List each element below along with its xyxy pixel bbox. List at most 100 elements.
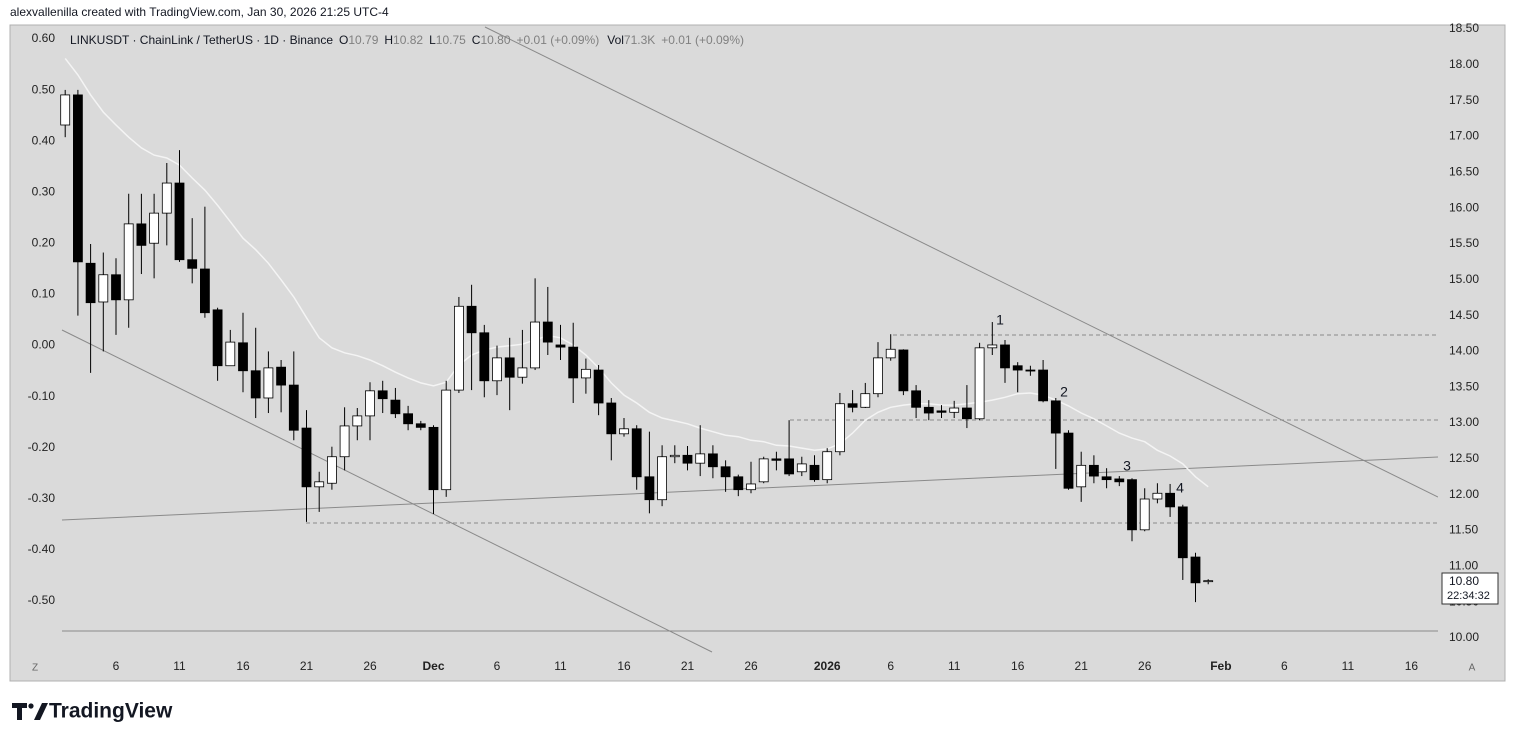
y2-tick-label: 0.30 bbox=[32, 184, 56, 198]
moving-average bbox=[64, 57, 1209, 488]
candle-body bbox=[873, 357, 883, 395]
candle-body bbox=[111, 274, 121, 301]
candle-body bbox=[682, 454, 693, 464]
candle-body bbox=[314, 481, 325, 488]
y2-tick-label: 0.20 bbox=[32, 236, 56, 250]
candle-body bbox=[225, 341, 236, 367]
candle-body bbox=[1076, 464, 1087, 488]
candle-body bbox=[1177, 506, 1188, 559]
volume: 71.3K bbox=[624, 33, 655, 47]
candle-body bbox=[708, 453, 718, 468]
y2-tick-label: 0.00 bbox=[32, 338, 56, 352]
ohlc-key: L bbox=[429, 33, 436, 47]
logo-icon bbox=[12, 703, 48, 720]
scale-button[interactable]: Z bbox=[32, 663, 38, 674]
x-tick-label: 6 bbox=[887, 659, 894, 673]
candle-body bbox=[60, 94, 71, 126]
candle-body bbox=[301, 427, 312, 488]
y-tick-label: 10.00 bbox=[1449, 630, 1479, 644]
candle-body bbox=[479, 332, 490, 382]
candle-body bbox=[885, 348, 896, 359]
candle-body bbox=[758, 458, 769, 483]
candle-body bbox=[949, 407, 960, 413]
trend-line bbox=[61, 329, 713, 653]
symbol-legend: LINKUSDT · ChainLink / TetherUS · 1D · B… bbox=[70, 33, 744, 47]
change: +0.01 (+0.09%) bbox=[517, 33, 600, 47]
candle-body bbox=[847, 403, 858, 408]
candle-body bbox=[974, 347, 985, 420]
candle-body bbox=[504, 357, 515, 378]
candle-body bbox=[1050, 400, 1061, 434]
candle-body bbox=[619, 428, 629, 435]
y-tick-label: 14.50 bbox=[1449, 308, 1479, 322]
candle-body bbox=[898, 349, 909, 392]
candle-body bbox=[365, 390, 375, 417]
y-tick-label: 18.00 bbox=[1449, 57, 1479, 71]
y2-tick-label: -0.10 bbox=[28, 389, 56, 403]
candle-body bbox=[1165, 492, 1175, 508]
y2-tick-label: -0.20 bbox=[28, 440, 56, 454]
symbol: LINKUSDT · ChainLink / TetherUS · 1D · B… bbox=[70, 33, 333, 47]
candle-body bbox=[669, 454, 680, 458]
y-tick-label: 13.50 bbox=[1449, 379, 1479, 393]
ohlc-key: H bbox=[384, 33, 393, 47]
candle-body bbox=[288, 384, 299, 431]
candle-body bbox=[1203, 580, 1214, 583]
candle-body bbox=[631, 428, 642, 478]
candle-body bbox=[276, 366, 287, 386]
x-tick-label: 6 bbox=[113, 659, 120, 673]
candle-body bbox=[441, 389, 452, 491]
scale-button[interactable]: A bbox=[1469, 663, 1476, 674]
wave-label: 3 bbox=[1123, 458, 1131, 474]
candle-body bbox=[73, 94, 83, 263]
y2-tick-label: 0.60 bbox=[32, 31, 56, 45]
x-tick-label: 16 bbox=[236, 659, 250, 673]
y-tick-label: 12.50 bbox=[1449, 451, 1479, 465]
candle-body bbox=[911, 390, 921, 408]
y2-tick-label: 0.10 bbox=[32, 287, 56, 301]
candle-body bbox=[123, 223, 134, 301]
candle-body bbox=[771, 458, 782, 461]
last-price: 10.80 bbox=[1449, 574, 1479, 588]
candle-body bbox=[1025, 369, 1036, 372]
y-tick-label: 12.00 bbox=[1449, 487, 1479, 501]
ohlc-key: O bbox=[339, 33, 348, 47]
candle-body bbox=[746, 483, 756, 491]
candle-body bbox=[415, 423, 426, 428]
candle-body bbox=[98, 274, 109, 303]
price-label: 10.80 22:34:32 bbox=[1441, 572, 1499, 605]
candle-body bbox=[339, 425, 350, 458]
y-tick-label: 13.00 bbox=[1449, 415, 1479, 429]
candle-body bbox=[1063, 432, 1074, 489]
candle-body bbox=[1139, 498, 1150, 531]
chart-pane bbox=[9, 24, 1506, 682]
candle-body bbox=[936, 410, 947, 413]
y-tick-label: 11.00 bbox=[1449, 559, 1478, 573]
logo-dot bbox=[28, 703, 34, 709]
candle-body bbox=[987, 344, 998, 349]
x-tick-label: 16 bbox=[1011, 659, 1025, 673]
candle-body bbox=[733, 476, 744, 491]
wave-label: 1 bbox=[996, 312, 1004, 328]
candle-body bbox=[657, 456, 667, 501]
candle-body bbox=[568, 346, 579, 379]
y2-tick-label: -0.30 bbox=[28, 491, 56, 505]
y-tick-label: 18.50 bbox=[1449, 21, 1479, 35]
candle-body bbox=[85, 262, 96, 304]
x-tick-label: 21 bbox=[1075, 659, 1089, 673]
y-tick-label: 15.00 bbox=[1449, 272, 1479, 286]
candle-body bbox=[720, 466, 731, 478]
candle-body bbox=[187, 259, 198, 269]
candle-body bbox=[263, 367, 274, 399]
y-tick-label: 16.50 bbox=[1449, 164, 1479, 178]
candle-body bbox=[835, 403, 845, 453]
x-tick-label: 6 bbox=[1281, 659, 1288, 673]
volume-change: +0.01 (+0.09%) bbox=[661, 33, 744, 47]
ohlc-value: 10.79 bbox=[348, 33, 378, 47]
candle-body bbox=[1127, 479, 1137, 531]
y2-tick-label: -0.40 bbox=[28, 542, 56, 556]
countdown: 22:34:32 bbox=[1447, 590, 1490, 602]
candle-body bbox=[390, 399, 401, 415]
candle-body bbox=[466, 305, 477, 334]
